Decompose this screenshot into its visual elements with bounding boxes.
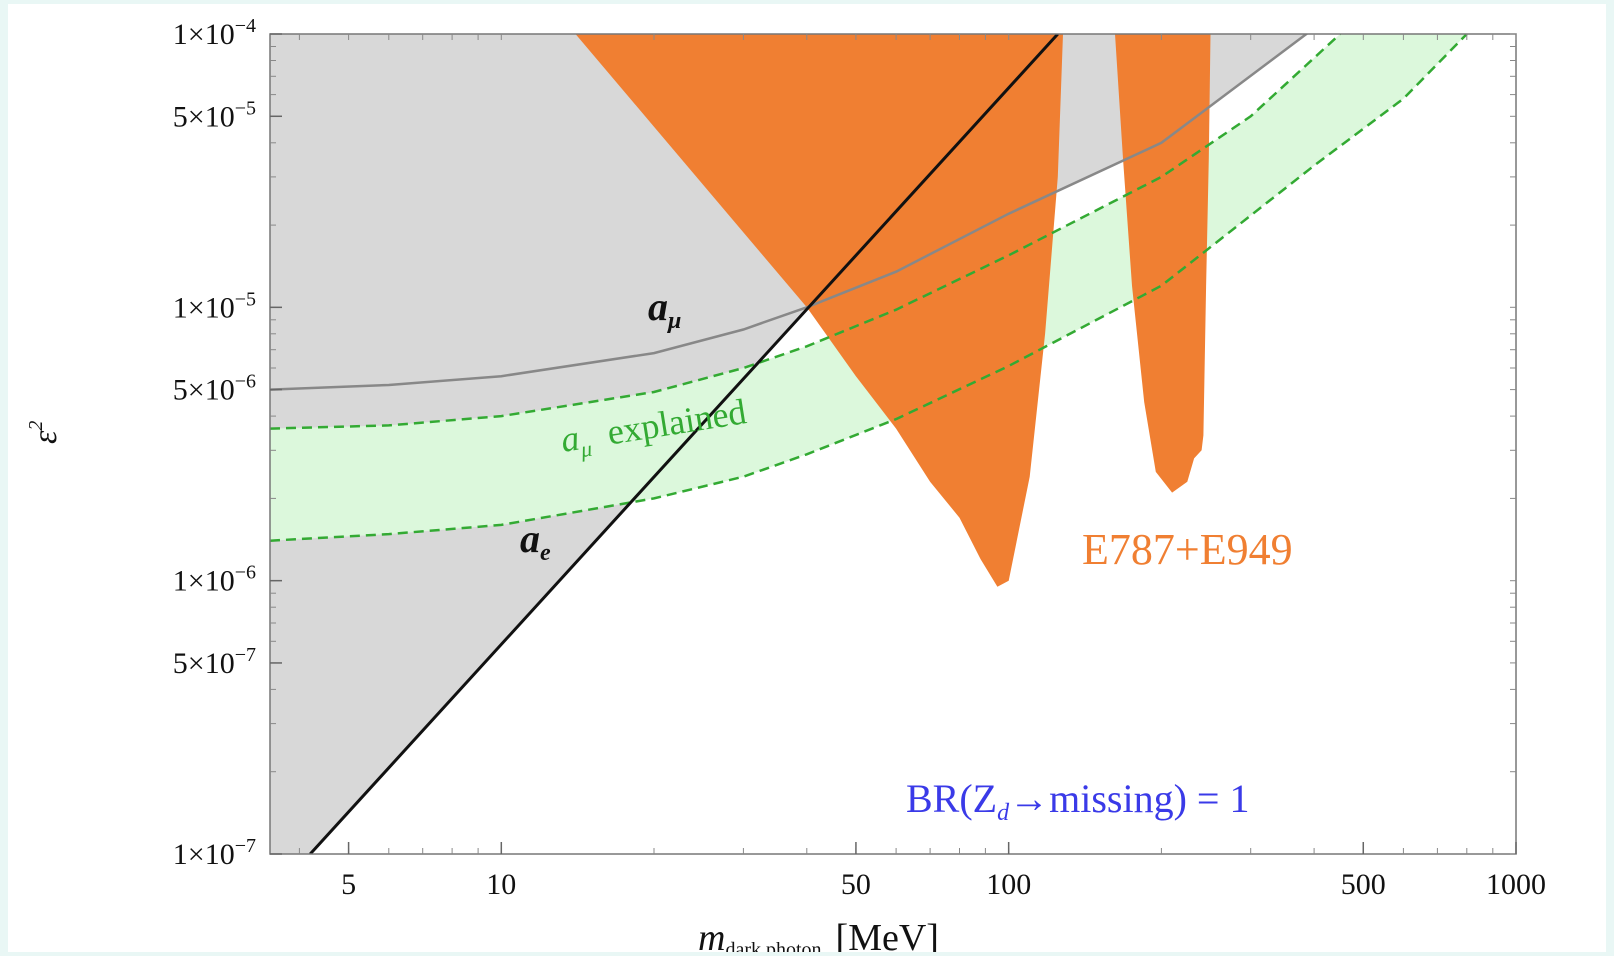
y-tick-label: 5×10−5 xyxy=(173,97,256,133)
x-axis-label: mdark photon [MeV] xyxy=(698,917,939,952)
x-tick-label: 5 xyxy=(341,868,356,901)
x-tick-label: 100 xyxy=(986,868,1031,901)
y-tick-label: 1×10−7 xyxy=(173,835,256,871)
x-tick-label: 1000 xyxy=(1486,868,1546,901)
experiment-label: E787+E949 xyxy=(1082,525,1293,574)
y-axis-label: ε2 xyxy=(25,421,64,444)
chart-frame: 5 10 50 100 500 1000 1×10−4 5×10−5 1×10−5 5×10−6 1… xyxy=(8,4,1606,952)
y-tick-label: 5×10−6 xyxy=(173,371,256,407)
x-tick-label: 50 xyxy=(841,868,871,901)
y-tick-label: 5×10−7 xyxy=(173,644,256,680)
branching-ratio-label: BR(Zd→missing) = 1 xyxy=(906,776,1249,826)
y-tick-label: 1×10−6 xyxy=(173,562,256,598)
x-tick-label: 500 xyxy=(1341,868,1386,901)
y-tick-label: 1×10−5 xyxy=(173,288,256,324)
y-tick-label: 1×10−4 xyxy=(173,15,256,51)
x-tick-label: 10 xyxy=(486,868,516,901)
exclusion-plot: 5 10 50 100 500 1000 1×10−4 5×10−5 1×10−5 5×10−6 1… xyxy=(8,4,1606,952)
